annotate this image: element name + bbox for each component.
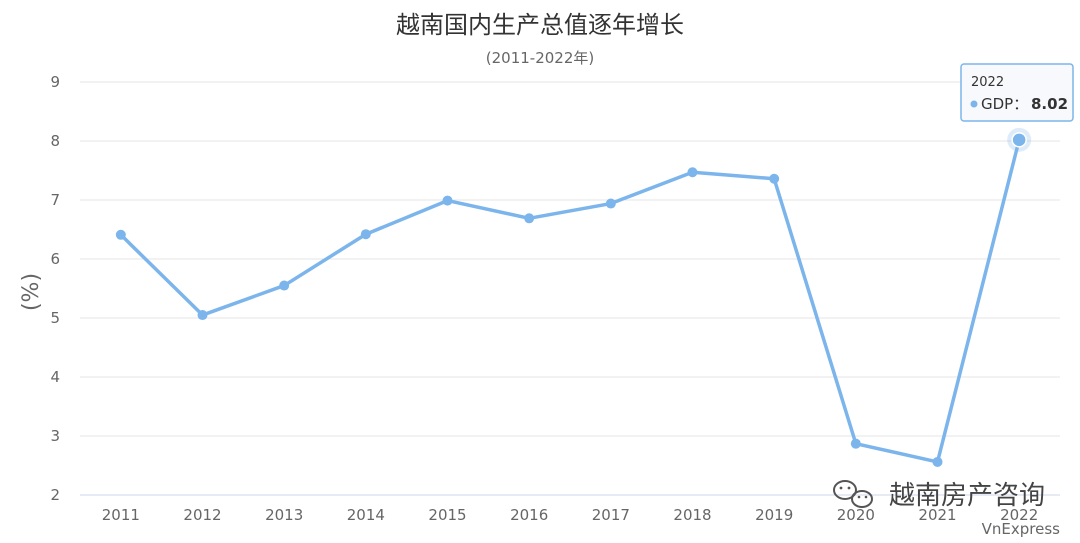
watermark: 越南房产咨询	[833, 480, 1045, 511]
tooltip-box	[960, 63, 1074, 122]
tooltip: 2022 GDP： 8.02	[960, 63, 1074, 122]
source-label: VnExpress	[982, 520, 1061, 538]
y-tick-label: 9	[50, 73, 60, 91]
y-axis-ticks: 2 3 4 5 6 7 8 9	[50, 73, 60, 504]
y-tick-label: 4	[50, 368, 60, 386]
y-tick-label: 5	[50, 309, 60, 327]
wechat-icon	[833, 480, 873, 508]
y-tick-label: 7	[50, 191, 60, 209]
data-point[interactable]	[524, 213, 535, 224]
data-point[interactable]	[687, 167, 698, 178]
x-tick-label: 2014	[347, 506, 385, 524]
tooltip-series-marker	[970, 100, 978, 108]
data-point[interactable]	[932, 456, 943, 467]
x-tick-label: 2017	[592, 506, 630, 524]
data-point[interactable]	[115, 229, 126, 240]
x-axis-ticks: 2011 2012 2013 2014 2015 2016 2017 2018 2019 2020…	[102, 506, 1039, 524]
tooltip-year: 2022	[971, 75, 1004, 90]
tooltip-label: GDP：	[981, 95, 1028, 113]
data-point[interactable]	[442, 195, 453, 206]
data-point[interactable]	[360, 229, 371, 240]
y-tick-label: 8	[50, 132, 60, 150]
x-tick-label: 2021	[918, 506, 956, 524]
x-tick-label: 2018	[673, 506, 711, 524]
x-tick-label: 2016	[510, 506, 548, 524]
watermark-text: 越南房产咨询	[889, 481, 1045, 511]
data-point[interactable]	[769, 173, 780, 184]
data-point[interactable]	[279, 280, 290, 291]
data-point[interactable]	[197, 310, 208, 321]
chart-subtitle: (2011-2022年)	[486, 49, 594, 67]
x-tick-label: 2022	[1000, 506, 1038, 524]
chart-title: 越南国内生产总值逐年增长	[396, 11, 684, 39]
x-tick-label: 2019	[755, 506, 793, 524]
x-tick-label: 2011	[102, 506, 140, 524]
x-tick-label: 2020	[837, 506, 875, 524]
y-axis-label: (%)	[19, 273, 44, 311]
data-point[interactable]	[605, 198, 616, 209]
y-tick-label: 3	[50, 427, 60, 445]
series-gdp	[115, 127, 1032, 467]
series-line	[119, 138, 1021, 464]
y-tick-label: 2	[50, 486, 60, 504]
y-tick-label: 6	[50, 250, 60, 268]
x-tick-label: 2012	[183, 506, 221, 524]
data-point[interactable]	[850, 438, 861, 449]
x-tick-label: 2015	[428, 506, 466, 524]
tooltip-value: 8.02	[1031, 95, 1068, 113]
data-point[interactable]	[1011, 132, 1027, 148]
x-tick-label: 2013	[265, 506, 303, 524]
gridlines	[80, 81, 1060, 496]
